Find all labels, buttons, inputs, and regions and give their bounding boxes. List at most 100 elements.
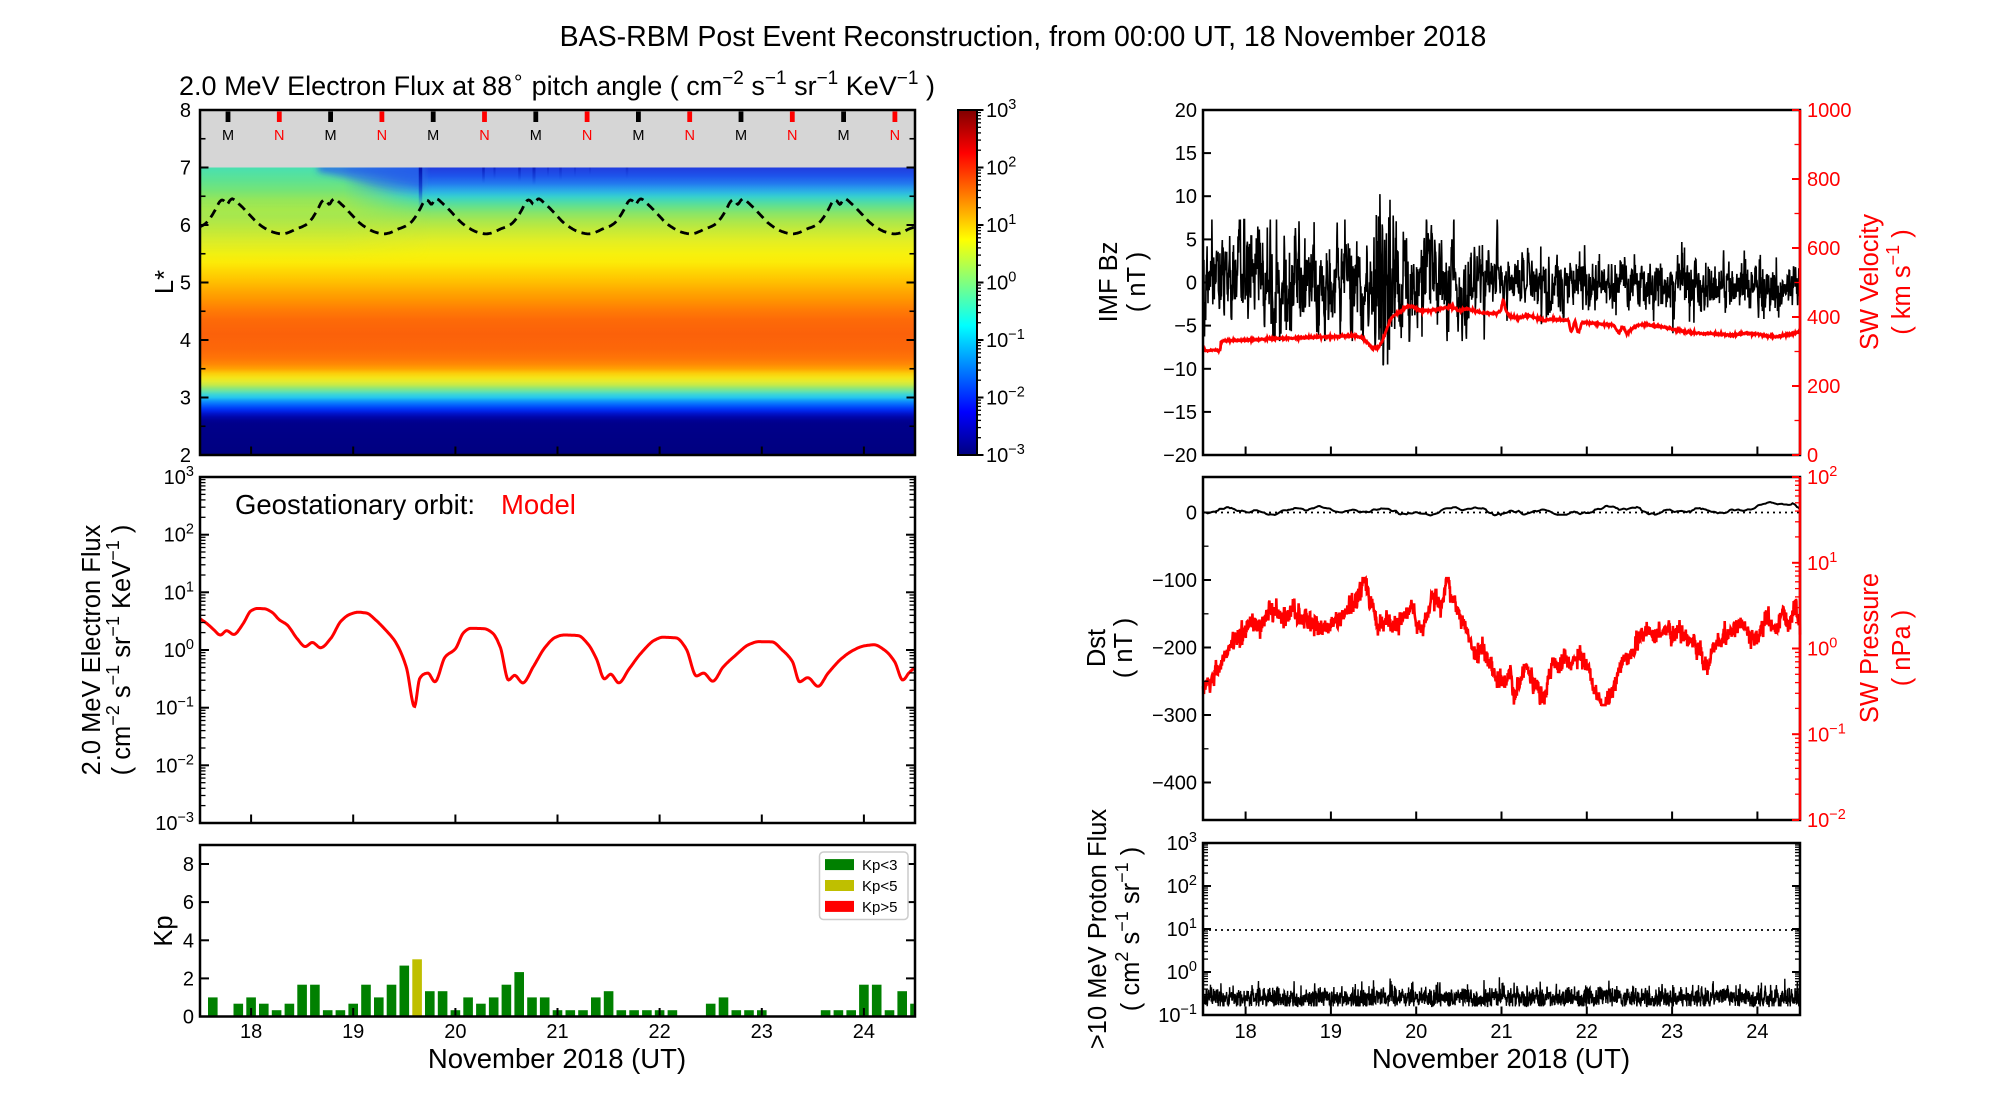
svg-text:L*: L*	[151, 270, 179, 294]
svg-text:M: M	[427, 128, 439, 144]
svg-text:−200: −200	[1152, 638, 1197, 660]
svg-text:10−3: 10−3	[155, 810, 194, 835]
svg-text:M: M	[222, 128, 234, 144]
svg-text:21: 21	[1490, 1021, 1512, 1043]
svg-text:( km s−1 ): ( km s−1 )	[1883, 229, 1916, 335]
svg-text:−15: −15	[1163, 402, 1197, 424]
svg-text:103: 103	[164, 464, 194, 489]
svg-text:3: 3	[180, 388, 191, 410]
svg-text:SW Velocity: SW Velocity	[1856, 214, 1884, 350]
svg-text:10−1: 10−1	[986, 327, 1025, 352]
svg-text:M: M	[325, 128, 337, 144]
svg-text:SW Pressure: SW Pressure	[1856, 573, 1884, 723]
svg-text:24: 24	[1746, 1021, 1768, 1043]
svg-text:( nT ): ( nT )	[1110, 618, 1138, 678]
svg-text:10−2: 10−2	[986, 385, 1025, 410]
svg-text:Kp: Kp	[150, 915, 178, 946]
svg-text:( nPa ): ( nPa )	[1888, 610, 1916, 687]
svg-text:−400: −400	[1152, 773, 1197, 795]
svg-text:20: 20	[444, 1021, 466, 1043]
svg-text:23: 23	[751, 1021, 773, 1043]
svg-text:1000: 1000	[1807, 100, 1852, 122]
svg-text:102: 102	[164, 522, 194, 547]
svg-text:BAS-RBM Post Event Reconstruct: BAS-RBM Post Event Reconstruction, from …	[560, 21, 1487, 53]
svg-text:200: 200	[1807, 376, 1840, 398]
svg-text:N: N	[787, 128, 797, 144]
svg-text:10−1: 10−1	[1158, 1002, 1197, 1027]
svg-text:M: M	[530, 128, 542, 144]
svg-text:22: 22	[648, 1021, 670, 1043]
svg-text:Dst: Dst	[1083, 629, 1111, 667]
svg-text:100: 100	[1167, 959, 1197, 984]
svg-text:M: M	[838, 128, 850, 144]
svg-text:24: 24	[853, 1021, 875, 1043]
svg-text:101: 101	[1807, 550, 1837, 575]
svg-text:0: 0	[183, 1007, 194, 1029]
svg-text:−300: −300	[1152, 705, 1197, 727]
svg-text:N: N	[684, 128, 694, 144]
svg-text:( cm−2 s−1 sr−1 KeV−1 ): ( cm−2 s−1 sr−1 KeV−1 )	[103, 525, 136, 776]
svg-text:103: 103	[1167, 830, 1197, 855]
svg-text:15: 15	[1175, 143, 1197, 165]
svg-text:Kp<3: Kp<3	[862, 857, 897, 874]
svg-text:101: 101	[986, 212, 1016, 237]
svg-text:2.0 MeV Electron Flux: 2.0 MeV Electron Flux	[78, 524, 106, 775]
svg-text:N: N	[274, 128, 284, 144]
svg-text:6: 6	[180, 215, 191, 237]
svg-text:N: N	[890, 128, 900, 144]
svg-text:20: 20	[1405, 1021, 1427, 1043]
svg-text:2: 2	[180, 445, 191, 467]
svg-text:400: 400	[1807, 307, 1840, 329]
svg-text:5: 5	[180, 273, 191, 295]
svg-text:0: 0	[1186, 503, 1197, 525]
svg-text:Geostationary orbit:: Geostationary orbit:	[235, 489, 475, 520]
svg-text:>10 MeV Proton Flux: >10 MeV Proton Flux	[1084, 809, 1112, 1049]
svg-text:4: 4	[183, 930, 194, 952]
svg-text:N: N	[479, 128, 489, 144]
svg-text:100: 100	[986, 270, 1016, 295]
svg-text:( nT ): ( nT )	[1123, 252, 1151, 312]
svg-text:−5: −5	[1174, 316, 1197, 338]
svg-text:N: N	[377, 128, 387, 144]
svg-text:Model: Model	[501, 489, 576, 520]
svg-text:0: 0	[1807, 445, 1818, 467]
svg-text:10−2: 10−2	[155, 752, 194, 777]
svg-text:M: M	[632, 128, 644, 144]
svg-text:5: 5	[1186, 229, 1197, 251]
svg-text:IMF Bz: IMF Bz	[1095, 242, 1123, 323]
svg-text:22: 22	[1576, 1021, 1598, 1043]
svg-text:−10: −10	[1163, 359, 1197, 381]
svg-text:2: 2	[183, 968, 194, 990]
svg-text:19: 19	[1320, 1021, 1342, 1043]
svg-text:10−1: 10−1	[1807, 721, 1846, 746]
svg-text:8: 8	[183, 854, 194, 876]
svg-text:800: 800	[1807, 169, 1840, 191]
svg-text:103: 103	[986, 97, 1016, 122]
svg-text:18: 18	[1234, 1021, 1256, 1043]
svg-text:7: 7	[180, 158, 191, 180]
svg-text:20: 20	[1175, 100, 1197, 122]
svg-text:10−2: 10−2	[1807, 807, 1846, 832]
svg-text:( cm2 s−1 sr−1 ): ( cm2 s−1 sr−1 )	[1112, 847, 1145, 1011]
svg-text:10−3: 10−3	[986, 442, 1025, 467]
svg-text:21: 21	[546, 1021, 568, 1043]
svg-text:6: 6	[183, 892, 194, 914]
svg-text:600: 600	[1807, 238, 1840, 260]
svg-text:0: 0	[1186, 273, 1197, 295]
svg-text:Kp<5: Kp<5	[862, 878, 897, 895]
svg-text:Kp>5: Kp>5	[862, 899, 897, 916]
svg-text:−100: −100	[1152, 570, 1197, 592]
svg-text:18: 18	[240, 1021, 262, 1043]
svg-text:102: 102	[986, 155, 1016, 180]
svg-text:4: 4	[180, 330, 191, 352]
svg-text:102: 102	[1807, 464, 1837, 489]
svg-text:8: 8	[180, 100, 191, 122]
svg-text:2.0 MeV Electron Flux at 88∘ p: 2.0 MeV Electron Flux at 88∘ pitch angle…	[179, 68, 935, 101]
svg-text:102: 102	[1167, 873, 1197, 898]
svg-text:10: 10	[1175, 186, 1197, 208]
svg-text:19: 19	[342, 1021, 364, 1043]
svg-text:23: 23	[1661, 1021, 1683, 1043]
svg-text:−20: −20	[1163, 445, 1197, 467]
svg-text:101: 101	[164, 579, 194, 604]
svg-text:10−1: 10−1	[155, 695, 194, 720]
